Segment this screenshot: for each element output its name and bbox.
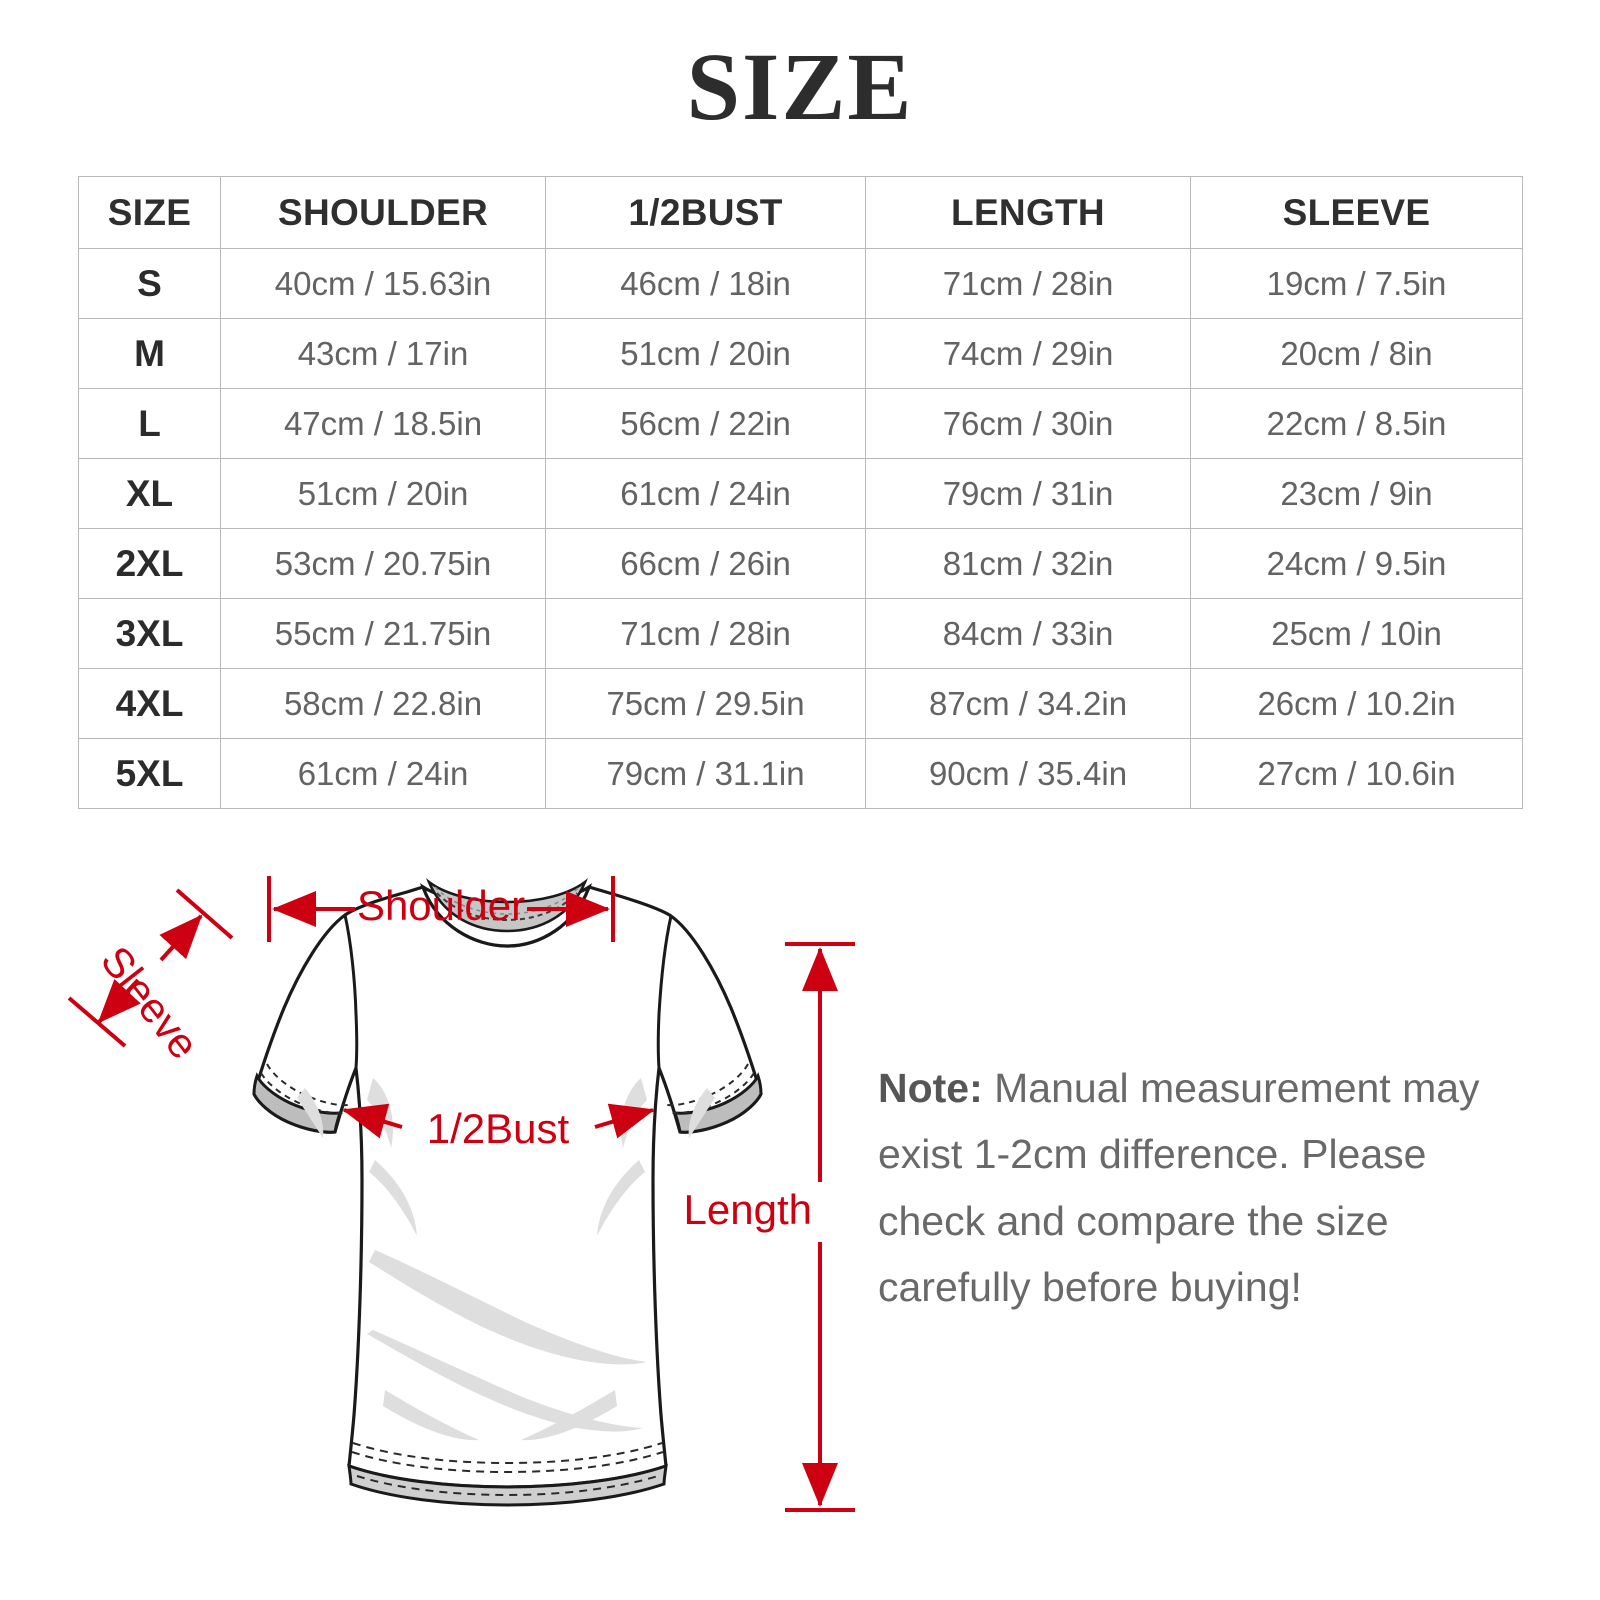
column-header-size: SIZE	[78, 176, 221, 249]
cell-length: 74cm / 29in	[865, 318, 1191, 389]
cell-sleeve: 24cm / 9.5in	[1190, 528, 1523, 599]
cell-sleeve: 25cm / 10in	[1190, 598, 1523, 669]
table-row: M 43cm / 17in 51cm / 20in 74cm / 29in 20…	[78, 318, 1523, 389]
cell-size: M	[78, 318, 221, 389]
bust-arrow-left	[342, 1103, 403, 1139]
tshirt-shoulder-seam-right	[656, 915, 673, 1069]
cell-length: 81cm / 32in	[865, 528, 1191, 599]
tshirt-hem-stitch-inner-b	[352, 1442, 663, 1465]
sleeve-tick-upper	[175, 888, 234, 940]
cell-shoulder: 51cm / 20in	[220, 458, 546, 529]
note-label: Note:	[878, 1065, 983, 1111]
cell-bust: 61cm / 24in	[545, 458, 866, 529]
cell-shoulder: 43cm / 17in	[220, 318, 546, 389]
table-row: L 47cm / 18.5in 56cm / 22in 76cm / 30in …	[78, 388, 1523, 459]
cell-sleeve: 26cm / 10.2in	[1190, 668, 1523, 739]
column-header-bust: 1/2BUST	[545, 176, 866, 249]
cell-length: 76cm / 30in	[865, 388, 1191, 459]
cell-length: 90cm / 35.4in	[865, 738, 1191, 809]
cell-size: 4XL	[78, 668, 221, 739]
cell-shoulder: 55cm / 21.75in	[220, 598, 546, 669]
table-row: 2XL 53cm / 20.75in 66cm / 26in 81cm / 32…	[78, 528, 1523, 599]
tshirt-collar-stitch	[436, 892, 578, 922]
cell-bust: 46cm / 18in	[545, 248, 866, 319]
cell-shoulder: 58cm / 22.8in	[220, 668, 546, 739]
sleeve-arrow-lower	[97, 978, 141, 1024]
cell-shoulder: 53cm / 20.75in	[220, 528, 546, 599]
measurement-diagram: Shoulder Sleeve 1/2Bust Length	[0, 830, 1600, 1600]
cell-size: S	[78, 248, 221, 319]
cell-bust: 79cm / 31.1in	[545, 738, 866, 809]
note-text: Manual measurement may exist 1-2cm diffe…	[878, 1065, 1480, 1311]
bust-label: 1/2Bust	[427, 1105, 570, 1152]
cell-sleeve: 20cm / 8in	[1190, 318, 1523, 389]
table-body: S 40cm / 15.63in 46cm / 18in 71cm / 28in…	[78, 248, 1523, 809]
tshirt-garment-illustration	[252, 878, 763, 1507]
sleeve-label: Sleeve	[92, 937, 208, 1067]
table-header: SIZE SHOULDER 1/2BUST LENGTH SLEEVE	[78, 176, 1523, 249]
cell-size: L	[78, 388, 221, 459]
cell-length: 84cm / 33in	[865, 598, 1191, 669]
shoulder-label: Shoulder	[357, 882, 525, 929]
size-chart-table: SIZE SHOULDER 1/2BUST LENGTH SLEEVE S 40…	[78, 176, 1523, 809]
column-header-sleeve: SLEEVE	[1190, 176, 1523, 249]
cell-sleeve: 22cm / 8.5in	[1190, 388, 1523, 459]
note-block: Note: Manual measurement may exist 1-2cm…	[878, 1055, 1508, 1321]
cell-length: 71cm / 28in	[865, 248, 1191, 319]
sleeve-tick-lower	[67, 996, 127, 1048]
cell-size: 2XL	[78, 528, 221, 599]
cell-sleeve: 27cm / 10.6in	[1190, 738, 1523, 809]
table-row: 4XL 58cm / 22.8in 75cm / 29.5in 87cm / 3…	[78, 668, 1523, 739]
cell-sleeve: 19cm / 7.5in	[1190, 248, 1523, 319]
table-header-row: SIZE SHOULDER 1/2BUST LENGTH SLEEVE	[78, 176, 1523, 249]
cell-shoulder: 61cm / 24in	[220, 738, 546, 809]
table-row: S 40cm / 15.63in 46cm / 18in 71cm / 28in…	[78, 248, 1523, 319]
table-row: XL 51cm / 20in 61cm / 24in 79cm / 31in 2…	[78, 458, 1523, 529]
length-label: Length	[684, 1186, 812, 1233]
cell-size: 5XL	[78, 738, 221, 809]
table-row: 3XL 55cm / 21.75in 71cm / 28in 84cm / 33…	[78, 598, 1523, 669]
tshirt-sleeve-cuff-left-stitch-a	[260, 1072, 344, 1115]
table-row: 5XL 61cm / 24in 79cm / 31.1in 90cm / 35.…	[78, 738, 1523, 809]
cell-shoulder: 47cm / 18.5in	[220, 388, 546, 459]
cell-bust: 56cm / 22in	[545, 388, 866, 459]
cell-bust: 71cm / 28in	[545, 598, 866, 669]
cell-size: 3XL	[78, 598, 221, 669]
tshirt-sleeve-cuff-right-stitch-a	[671, 1072, 755, 1115]
tshirt-inner-neck-shade	[425, 878, 589, 933]
cell-bust: 75cm / 29.5in	[545, 668, 866, 739]
cell-length: 79cm / 31in	[865, 458, 1191, 529]
cell-bust: 66cm / 26in	[545, 528, 866, 599]
cell-shoulder: 40cm / 15.63in	[220, 248, 546, 319]
cell-sleeve: 23cm / 9in	[1190, 458, 1523, 529]
tshirt-hem-roll	[347, 1463, 668, 1507]
cell-length: 87cm / 34.2in	[865, 668, 1191, 739]
size-chart-table-container: SIZE SHOULDER 1/2BUST LENGTH SLEEVE S 40…	[78, 176, 1523, 809]
cell-bust: 51cm / 20in	[545, 318, 866, 389]
sleeve-arrow-upper	[159, 914, 203, 962]
column-header-shoulder: SHOULDER	[220, 176, 546, 249]
cell-size: XL	[78, 458, 221, 529]
bust-arrow-right	[594, 1103, 655, 1139]
column-header-length: LENGTH	[865, 176, 1191, 249]
tshirt-hem-stitch-outer	[356, 1475, 659, 1497]
tshirt-hem-stitch-inner-a	[351, 1451, 664, 1474]
tshirt-diagram-svg: Shoulder Sleeve 1/2Bust Length	[67, 876, 855, 1512]
page-title: SIZE	[686, 33, 914, 140]
tshirt-shoulder-seam-left	[343, 914, 359, 1069]
